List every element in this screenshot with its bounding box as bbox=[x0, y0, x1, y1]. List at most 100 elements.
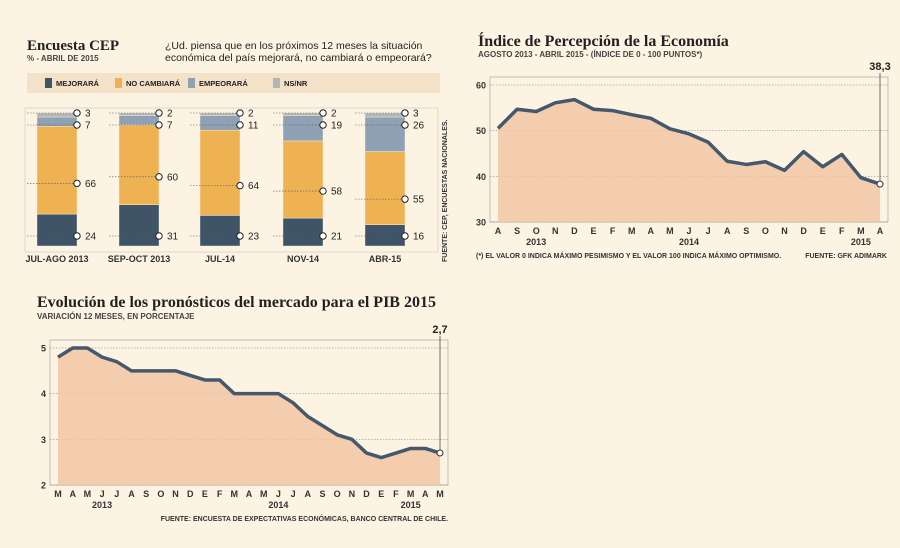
pib-xtick-label: N bbox=[349, 489, 356, 499]
ipec-xtick-label: N bbox=[781, 226, 788, 236]
pib-xtick-label: D bbox=[363, 489, 370, 499]
pib-subtitle: VARIACIÓN 12 MESES, EN PORCENTAJE bbox=[37, 312, 195, 321]
cep-value-marker bbox=[401, 109, 409, 117]
ipec-year-label: 2014 bbox=[679, 237, 699, 247]
pib-year-label: 2013 bbox=[92, 500, 112, 510]
cep-value-label: 60 bbox=[167, 172, 179, 183]
cep-title: Encuesta CEP bbox=[27, 38, 119, 54]
ipec-xtick-label: A bbox=[495, 226, 502, 236]
pib-xtick-label: A bbox=[246, 489, 253, 499]
ipec-xtick-label: O bbox=[533, 226, 540, 236]
cep-value-label: 7 bbox=[167, 121, 173, 132]
cep-bar-segment bbox=[36, 126, 78, 215]
cep-bar-segment bbox=[199, 130, 241, 216]
cep-value-label: 16 bbox=[413, 232, 425, 243]
pib-xtick-label: S bbox=[143, 489, 149, 499]
cep-question-line1: ¿Ud. piensa que en los próximos 12 meses… bbox=[165, 40, 423, 52]
cep-value-marker bbox=[73, 121, 81, 129]
ipec-xtick-label: S bbox=[514, 226, 520, 236]
pib-xtick-label: J bbox=[114, 489, 119, 499]
ipec-xtick-label: A bbox=[724, 226, 731, 236]
cep-value-label: 3 bbox=[413, 109, 419, 120]
ipec-xtick-label: D bbox=[571, 226, 578, 236]
cep-value-label: 2 bbox=[167, 109, 173, 120]
cep-value-label: 64 bbox=[248, 181, 260, 192]
cep-value-label: 3 bbox=[85, 109, 91, 120]
pib-title: Evolución de los pronósticos del mercado… bbox=[37, 294, 436, 311]
cep-value-marker bbox=[319, 109, 327, 117]
ipec-xtick-label: M bbox=[857, 226, 865, 236]
ipec-xtick-label: E bbox=[590, 226, 596, 236]
cep-legend-swatch bbox=[115, 78, 122, 88]
cep-bar-segment bbox=[364, 224, 406, 247]
cep-legend-label: EMPEORARÁ bbox=[199, 79, 248, 88]
cep-value-label: 23 bbox=[248, 232, 260, 243]
ipec-xtick-label: J bbox=[686, 226, 691, 236]
cep-value-label: 11 bbox=[248, 121, 259, 132]
cep-value-marker bbox=[319, 187, 327, 195]
cep-value-marker bbox=[401, 121, 409, 129]
ipec-plot: 30 40 50 60 38,3 A S O N D E F M A M J J A S O N D E F M A 2013 201… bbox=[476, 61, 891, 247]
cep-bar-segment bbox=[364, 112, 406, 118]
ipec-ytick-label: 60 bbox=[476, 81, 486, 91]
ipec-xtick-label: E bbox=[820, 226, 826, 236]
cep-value-marker bbox=[236, 109, 244, 117]
pib-xtick-label: M bbox=[54, 489, 62, 499]
pib-year-label: 2014 bbox=[268, 500, 288, 510]
ipec-ytick-label: 50 bbox=[476, 126, 486, 136]
cep-value-marker bbox=[155, 109, 163, 117]
cep-legend: MEJORARÁ NO CAMBIARÁ EMPEORARÁ NS/NR bbox=[27, 73, 440, 93]
cep-value-label: 21 bbox=[331, 232, 343, 243]
cep-value-marker bbox=[319, 121, 327, 129]
cep-bar-segment bbox=[36, 213, 78, 247]
ipec-xtick-label: F bbox=[610, 226, 616, 236]
cep-value-marker bbox=[73, 109, 81, 117]
cep-value-marker bbox=[73, 179, 81, 188]
cep-legend-label: NO CAMBIARÁ bbox=[126, 79, 181, 88]
ipec-xtick-label: M bbox=[628, 226, 636, 236]
ipec-xtick-label: J bbox=[706, 226, 711, 236]
pib-xtick-label: O bbox=[157, 489, 164, 499]
cep-value-label: 2 bbox=[331, 109, 337, 120]
cep-value-marker bbox=[236, 232, 244, 240]
pib-xtick-label: F bbox=[217, 489, 223, 499]
cep-bar-segment bbox=[282, 217, 324, 247]
ipec-xtick-label: A bbox=[648, 226, 655, 236]
cep-value-label: 26 bbox=[413, 121, 425, 132]
cep-bar-segment bbox=[199, 215, 241, 247]
pib-year-label: 2015 bbox=[401, 500, 421, 510]
pib-xtick-label: N bbox=[172, 489, 179, 499]
cep-bar-segment bbox=[36, 112, 78, 118]
pib-xtick-label: M bbox=[260, 489, 268, 499]
cep-value-label: 19 bbox=[331, 121, 343, 132]
pib-xtick-label: M bbox=[407, 489, 415, 499]
ipec-xtick-label: D bbox=[800, 226, 807, 236]
pib-xtick-label: A bbox=[305, 489, 312, 499]
cep-value-marker bbox=[236, 181, 244, 190]
pib-xtick-label: M bbox=[436, 489, 444, 499]
cep-legend-swatch bbox=[273, 78, 280, 88]
cep-value-label: 2 bbox=[248, 109, 254, 120]
cep-category-label: JUL-14 bbox=[205, 254, 235, 264]
ipec-footnote: (*) EL VALOR 0 INDICA MÁXIMO PESIMISMO Y… bbox=[476, 251, 781, 260]
cep-bar-segment bbox=[118, 112, 160, 116]
pib-xtick-label: A bbox=[422, 489, 429, 499]
cep-value-label: 58 bbox=[331, 187, 343, 198]
cep-value-marker bbox=[155, 173, 163, 181]
cep-value-label: 55 bbox=[413, 195, 425, 206]
pib-line bbox=[57, 346, 441, 460]
ipec-subtitle: AGOSTO 2013 - ABRIL 2015 - (ÍNDICE DE 0 … bbox=[478, 50, 703, 59]
pib-ytick-label: 4 bbox=[41, 389, 46, 399]
cep-bar-segment bbox=[282, 115, 324, 142]
pib-xtick-label: J bbox=[276, 489, 281, 499]
cep-bar-segment bbox=[199, 115, 241, 131]
cep-bar-segment bbox=[282, 140, 324, 219]
ipec-line bbox=[496, 97, 881, 186]
pib-xtick-label: A bbox=[128, 489, 135, 499]
cep-legend-bg bbox=[27, 73, 440, 93]
cep-category-label: JUL-AGO 2013 bbox=[25, 254, 88, 264]
pib-xtick-label: J bbox=[100, 489, 105, 499]
